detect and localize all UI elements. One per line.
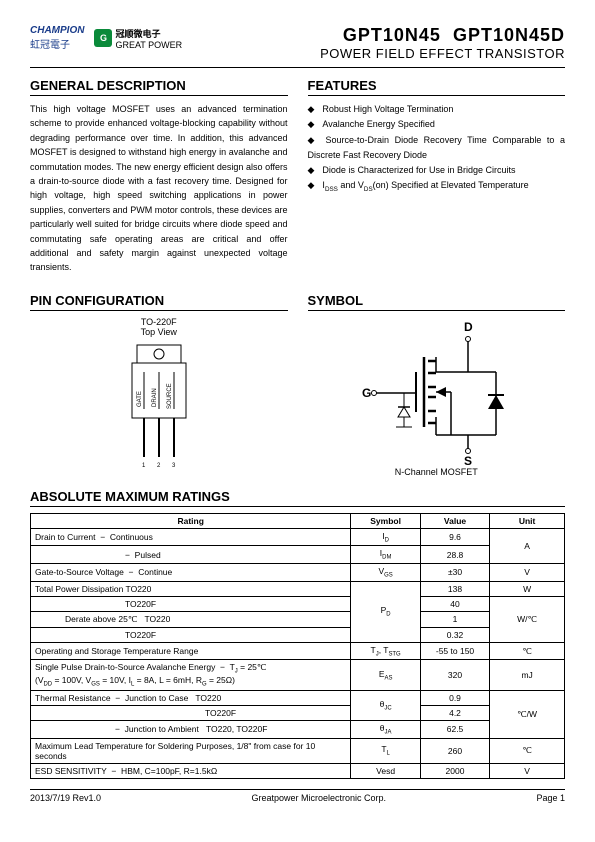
- logo-champion: CHAMPION 虹冠電子: [30, 25, 84, 51]
- feature-item: Diode is Characterized for Use in Bridge…: [308, 163, 566, 178]
- package-name: TO-220F: [141, 317, 177, 327]
- logo2-cn: 冠顺微电子: [115, 27, 182, 40]
- section-general-description: GENERAL DESCRIPTION: [30, 78, 288, 96]
- svg-text:G: G: [362, 386, 371, 400]
- header: CHAMPION 虹冠電子 G 冠顺微电子 GREAT POWER GPT10N…: [30, 25, 565, 68]
- part2: GPT10N45D: [453, 25, 565, 45]
- feature-item: Robust High Voltage Termination: [308, 102, 566, 117]
- package-view: Top View: [141, 327, 177, 337]
- ratings-table: Rating Symbol Value Unit Drain to Curren…: [30, 513, 565, 779]
- section-symbol: SYMBOL: [308, 293, 566, 311]
- mosfet-symbol: D G S: [346, 317, 526, 467]
- svg-text:SOURCE: SOURCE: [167, 383, 173, 409]
- symbol-caption: N-Channel MOSFET: [395, 467, 478, 477]
- logo-greatpower: G 冠顺微电子 GREAT POWER: [94, 27, 182, 50]
- svg-text:DRAIN: DRAIN: [152, 388, 158, 407]
- table-row: Maximum Lead Temperature for Soldering P…: [31, 738, 565, 763]
- table-row: Thermal Resistance − Junction to Case TO…: [31, 690, 565, 705]
- table-row: Operating and Storage Temperature RangeT…: [31, 642, 565, 660]
- svg-text:3: 3: [172, 463, 176, 469]
- to220f-diagram: GATE DRAIN SOURCE 1 2 3: [104, 337, 214, 477]
- footer: 2013/7/19 Rev1.0 Greatpower Microelectro…: [30, 789, 565, 803]
- section-pin-config: PIN CONFIGURATION: [30, 293, 288, 311]
- col-symbol: Symbol: [351, 513, 420, 528]
- svg-text:1: 1: [142, 463, 146, 469]
- features-list: Robust High Voltage Termination Avalanch…: [308, 102, 566, 196]
- col-unit: Unit: [490, 513, 565, 528]
- table-row: Derate above 25℃ TO2201: [31, 611, 565, 627]
- feature-item: IDSS and VDS(on) Specified at Elevated T…: [308, 178, 566, 196]
- logos: CHAMPION 虹冠電子 G 冠顺微电子 GREAT POWER: [30, 25, 182, 51]
- svg-text:2: 2: [157, 463, 161, 469]
- table-row: − PulsedIDM28.8: [31, 546, 565, 564]
- table-header-row: Rating Symbol Value Unit: [31, 513, 565, 528]
- table-row: Drain to Current − ContinuousID9.6A: [31, 528, 565, 546]
- svg-text:GATE: GATE: [137, 391, 143, 407]
- feature-item: Avalanche Energy Specified: [308, 117, 566, 132]
- table-row: − Junction to Ambient TO220, TO220FθJA62…: [31, 720, 565, 738]
- col-value: Value: [420, 513, 489, 528]
- logo1-cn: 虹冠電子: [30, 36, 84, 51]
- logo2-badge-icon: G: [94, 29, 112, 47]
- footer-left: 2013/7/19 Rev1.0: [30, 793, 101, 803]
- svg-text:S: S: [464, 454, 472, 467]
- feature-item: Source-to-Drain Diode Recovery Time Comp…: [308, 133, 566, 164]
- table-row: Total Power Dissipation TO220PD138W: [31, 581, 565, 596]
- section-abs-max: ABSOLUTE MAXIMUM RATINGS: [30, 489, 565, 507]
- part1: GPT10N45: [343, 25, 441, 45]
- table-row: ESD SENSITIVITY − HBM, C=100pF, R=1.5kΩV…: [31, 763, 565, 778]
- table-row: TO220F40W/℃: [31, 596, 565, 611]
- footer-center: Greatpower Microelectronic Corp.: [251, 793, 386, 803]
- col-rating: Rating: [31, 513, 351, 528]
- logo2-en: GREAT POWER: [115, 40, 182, 50]
- description-text: This high voltage MOSFET uses an advance…: [30, 102, 288, 275]
- part-numbers: GPT10N45 GPT10N45D: [320, 25, 565, 46]
- logo1-name: CHAMPION: [30, 25, 84, 36]
- section-features: FEATURES: [308, 78, 566, 96]
- footer-right: Page 1: [536, 793, 565, 803]
- table-row: Gate-to-Source Voltage − ContinueVGS±30V: [31, 564, 565, 582]
- svg-text:D: D: [464, 320, 473, 334]
- table-row: TO220F4.2: [31, 705, 565, 720]
- table-row: Single Pulse Drain-to-Source Avalanche E…: [31, 660, 565, 690]
- subtitle: POWER FIELD EFFECT TRANSISTOR: [320, 46, 565, 61]
- table-row: TO220F0.32: [31, 627, 565, 642]
